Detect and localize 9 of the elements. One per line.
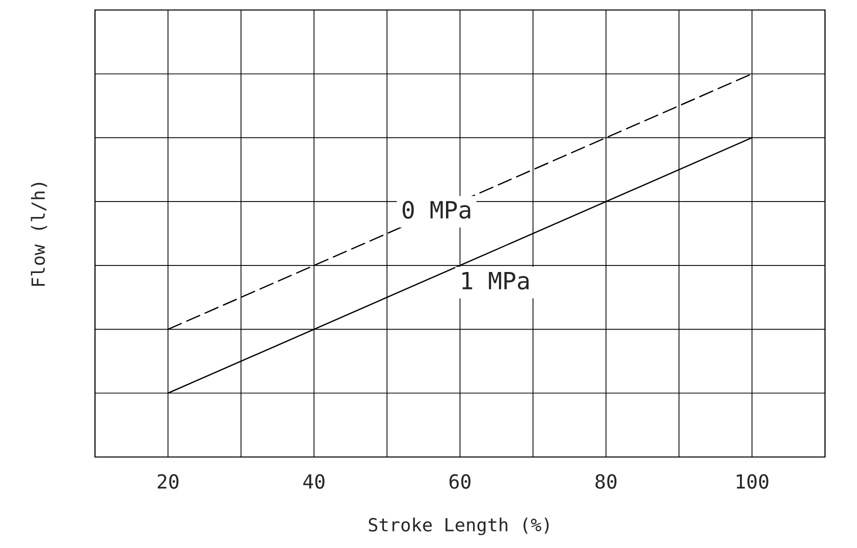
x-tick-label: 80	[596, 474, 616, 489]
series-label: 0 MPa	[402, 200, 470, 219]
y-axis-title: Flow (l/h)	[30, 182, 48, 286]
x-axis-title: Stroke Length (%)	[368, 518, 549, 536]
x-tick-label: 20	[158, 474, 178, 489]
x-tick-label: 40	[303, 474, 324, 489]
x-tick-label: 100	[736, 474, 768, 489]
series-label: 1 MPa	[462, 272, 529, 290]
x-tick-label: 60	[450, 474, 470, 489]
